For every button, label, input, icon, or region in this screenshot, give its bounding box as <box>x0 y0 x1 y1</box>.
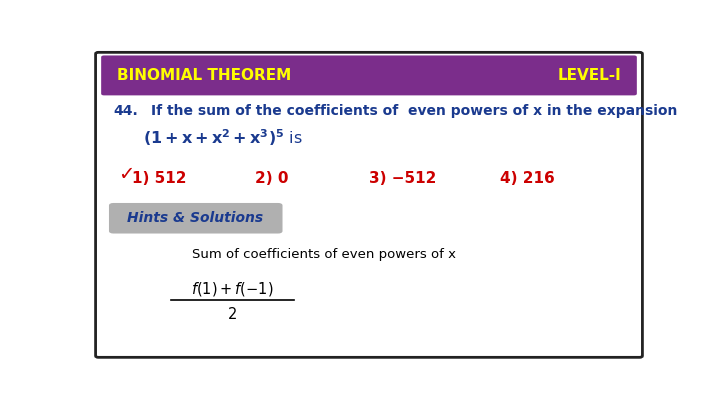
Text: 1) 512: 1) 512 <box>132 171 186 186</box>
FancyBboxPatch shape <box>96 52 642 357</box>
Text: 2) 0: 2) 0 <box>255 171 288 186</box>
Text: BINOMIAL THEOREM: BINOMIAL THEOREM <box>117 68 291 83</box>
Text: $\mathit{f}(1) + \mathit{f}(-1)$: $\mathit{f}(1) + \mathit{f}(-1)$ <box>191 280 274 298</box>
Text: $2$: $2$ <box>228 306 237 322</box>
FancyBboxPatch shape <box>109 203 282 234</box>
Text: 44.: 44. <box>114 104 138 118</box>
Text: 4) 216: 4) 216 <box>500 171 555 186</box>
FancyBboxPatch shape <box>101 55 637 96</box>
Text: $\mathbf{(1 + x + x^2 + x^3)^5}$ is: $\mathbf{(1 + x + x^2 + x^3)^5}$ is <box>143 127 303 148</box>
Text: LEVEL-I: LEVEL-I <box>557 68 621 83</box>
Text: If the sum of the coefficients of  even powers of x in the expansion: If the sum of the coefficients of even p… <box>151 104 678 118</box>
Text: Sum of coefficients of even powers of x: Sum of coefficients of even powers of x <box>192 248 456 261</box>
Text: Hints & Solutions: Hints & Solutions <box>127 211 264 225</box>
Text: 3) −512: 3) −512 <box>369 171 436 186</box>
Text: ✓: ✓ <box>118 165 134 184</box>
